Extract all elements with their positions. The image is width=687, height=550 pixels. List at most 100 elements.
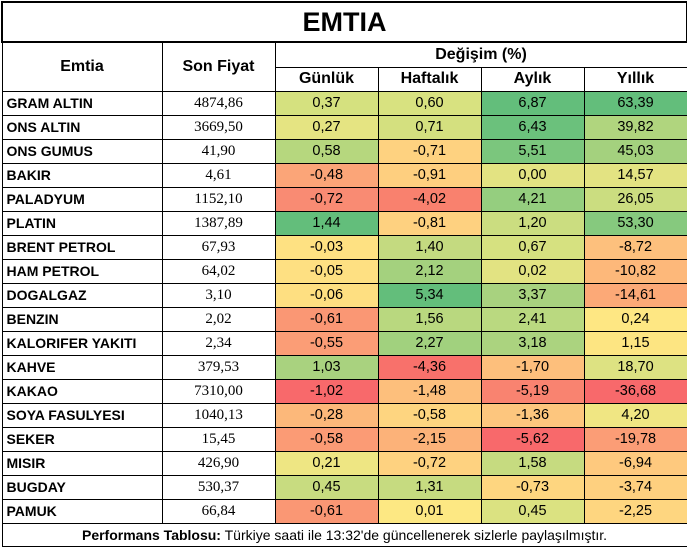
commodity-name: PLATIN (1, 210, 163, 236)
weekly-change: -1,48 (377, 378, 482, 404)
last-price: 379,53 (161, 354, 276, 380)
daily-change: -0,06 (274, 282, 379, 308)
table-row: SOYA FASULYESI 1040,13 -0,28 -0,58 -1,36 4,20 (1, 402, 687, 428)
table-row: KAKAO 7310,00 -1,02 -1,48 -5,19 -36,68 (1, 378, 687, 404)
monthly-change: 3,18 (480, 330, 585, 356)
monthly-change: -5,19 (480, 378, 585, 404)
daily-change: 1,03 (274, 354, 379, 380)
yearly-change: -19,78 (583, 426, 687, 452)
last-price: 2,34 (161, 330, 276, 356)
yearly-change: 63,39 (583, 90, 687, 116)
monthly-change: -1,70 (480, 354, 585, 380)
weekly-change: -0,58 (377, 402, 482, 428)
last-price: 530,37 (161, 474, 276, 500)
last-price: 1387,89 (161, 210, 276, 236)
table-body: GRAM ALTIN 4874,86 0,37 0,60 6,87 63,39 ONS AL… (1, 90, 687, 524)
table-row: PAMUK 66,84 -0,61 0,01 0,45 -2,25 (1, 498, 687, 524)
footer-note: Performans Tablosu: Türkiye saati ile 13… (1, 522, 687, 547)
yearly-change: 26,05 (583, 186, 687, 212)
table-row: SEKER 15,45 -0,58 -2,15 -5,62 -19,78 (1, 426, 687, 452)
column-header-price: Son Fiyat (161, 41, 276, 92)
weekly-change: 2,12 (377, 258, 482, 284)
weekly-change: 0,60 (377, 90, 482, 116)
monthly-change: 6,87 (480, 90, 585, 116)
last-price: 1040,13 (161, 402, 276, 428)
weekly-change: -0,71 (377, 138, 482, 164)
commodity-name: KAKAO (1, 378, 163, 404)
weekly-change: 0,71 (377, 114, 482, 140)
daily-change: -0,28 (274, 402, 379, 428)
monthly-change: -1,36 (480, 402, 585, 428)
daily-change: -0,61 (274, 498, 379, 524)
weekly-change: 5,34 (377, 282, 482, 308)
monthly-change: 4,21 (480, 186, 585, 212)
yearly-change: -6,94 (583, 450, 687, 476)
yearly-change: 53,30 (583, 210, 687, 236)
weekly-change: 1,40 (377, 234, 482, 260)
commodity-name: KAHVE (1, 354, 163, 380)
weekly-change: -2,15 (377, 426, 482, 452)
last-price: 64,02 (161, 258, 276, 284)
table-row: BRENT PETROL 67,93 -0,03 1,40 0,67 -8,72 (1, 234, 687, 260)
column-group-header-change: Değişim (%) (274, 41, 687, 68)
daily-change: -0,72 (274, 186, 379, 212)
table-row: KAHVE 379,53 1,03 -4,36 -1,70 18,70 (1, 354, 687, 380)
monthly-change: 2,41 (480, 306, 585, 332)
last-price: 1152,10 (161, 186, 276, 212)
commodity-name: BENZIN (1, 306, 163, 332)
commodity-name: KALORIFER YAKITI (1, 330, 163, 356)
table-row: BUGDAY 530,37 0,45 1,31 -0,73 -3,74 (1, 474, 687, 500)
yearly-change: 0,24 (583, 306, 687, 332)
daily-change: -0,61 (274, 306, 379, 332)
weekly-change: -4,02 (377, 186, 482, 212)
table-row: GRAM ALTIN 4874,86 0,37 0,60 6,87 63,39 (1, 90, 687, 116)
table-row: DOGALGAZ 3,10 -0,06 5,34 3,37 -14,61 (1, 282, 687, 308)
table-row: MISIR 426,90 0,21 -0,72 1,58 -6,94 (1, 450, 687, 476)
table-row: PALADYUM 1152,10 -0,72 -4,02 4,21 26,05 (1, 186, 687, 212)
table-row: HAM PETROL 64,02 -0,05 2,12 0,02 -10,82 (1, 258, 687, 284)
monthly-change: 3,37 (480, 282, 585, 308)
daily-change: 0,27 (274, 114, 379, 140)
yearly-change: 39,82 (583, 114, 687, 140)
commodity-name: PAMUK (1, 498, 163, 524)
commodity-name: MISIR (1, 450, 163, 476)
weekly-change: 0,01 (377, 498, 482, 524)
table-row: ONS ALTIN 3669,50 0,27 0,71 6,43 39,82 (1, 114, 687, 140)
last-price: 426,90 (161, 450, 276, 476)
daily-change: 1,44 (274, 210, 379, 236)
yearly-change: 1,15 (583, 330, 687, 356)
yearly-change: 18,70 (583, 354, 687, 380)
weekly-change: 1,31 (377, 474, 482, 500)
column-header-monthly: Aylık (480, 66, 585, 92)
last-price: 15,45 (161, 426, 276, 452)
last-price: 3,10 (161, 282, 276, 308)
weekly-change: -4,36 (377, 354, 482, 380)
commodity-name: SOYA FASULYESI (1, 402, 163, 428)
monthly-change: 1,20 (480, 210, 585, 236)
last-price: 2,02 (161, 306, 276, 332)
yearly-change: 45,03 (583, 138, 687, 164)
weekly-change: 1,56 (377, 306, 482, 332)
monthly-change: 0,02 (480, 258, 585, 284)
yearly-change: -8,72 (583, 234, 687, 260)
commodity-name: ONS GUMUS (1, 138, 163, 164)
commodity-name: SEKER (1, 426, 163, 452)
last-price: 7310,00 (161, 378, 276, 404)
yearly-change: -36,68 (583, 378, 687, 404)
table-row: PLATIN 1387,89 1,44 -0,81 1,20 53,30 (1, 210, 687, 236)
monthly-change: -0,73 (480, 474, 585, 500)
table-row: BAKIR 4,61 -0,48 -0,91 0,00 14,57 (1, 162, 687, 188)
last-price: 66,84 (161, 498, 276, 524)
commodity-name: GRAM ALTIN (1, 90, 163, 116)
column-header-commodity: Emtia (1, 41, 163, 92)
commodity-name: HAM PETROL (1, 258, 163, 284)
commodity-name: BAKIR (1, 162, 163, 188)
monthly-change: -5,62 (480, 426, 585, 452)
commodity-name: PALADYUM (1, 186, 163, 212)
monthly-change: 1,58 (480, 450, 585, 476)
weekly-change: -0,81 (377, 210, 482, 236)
yearly-change: -14,61 (583, 282, 687, 308)
weekly-change: 2,27 (377, 330, 482, 356)
yearly-change: -2,25 (583, 498, 687, 524)
